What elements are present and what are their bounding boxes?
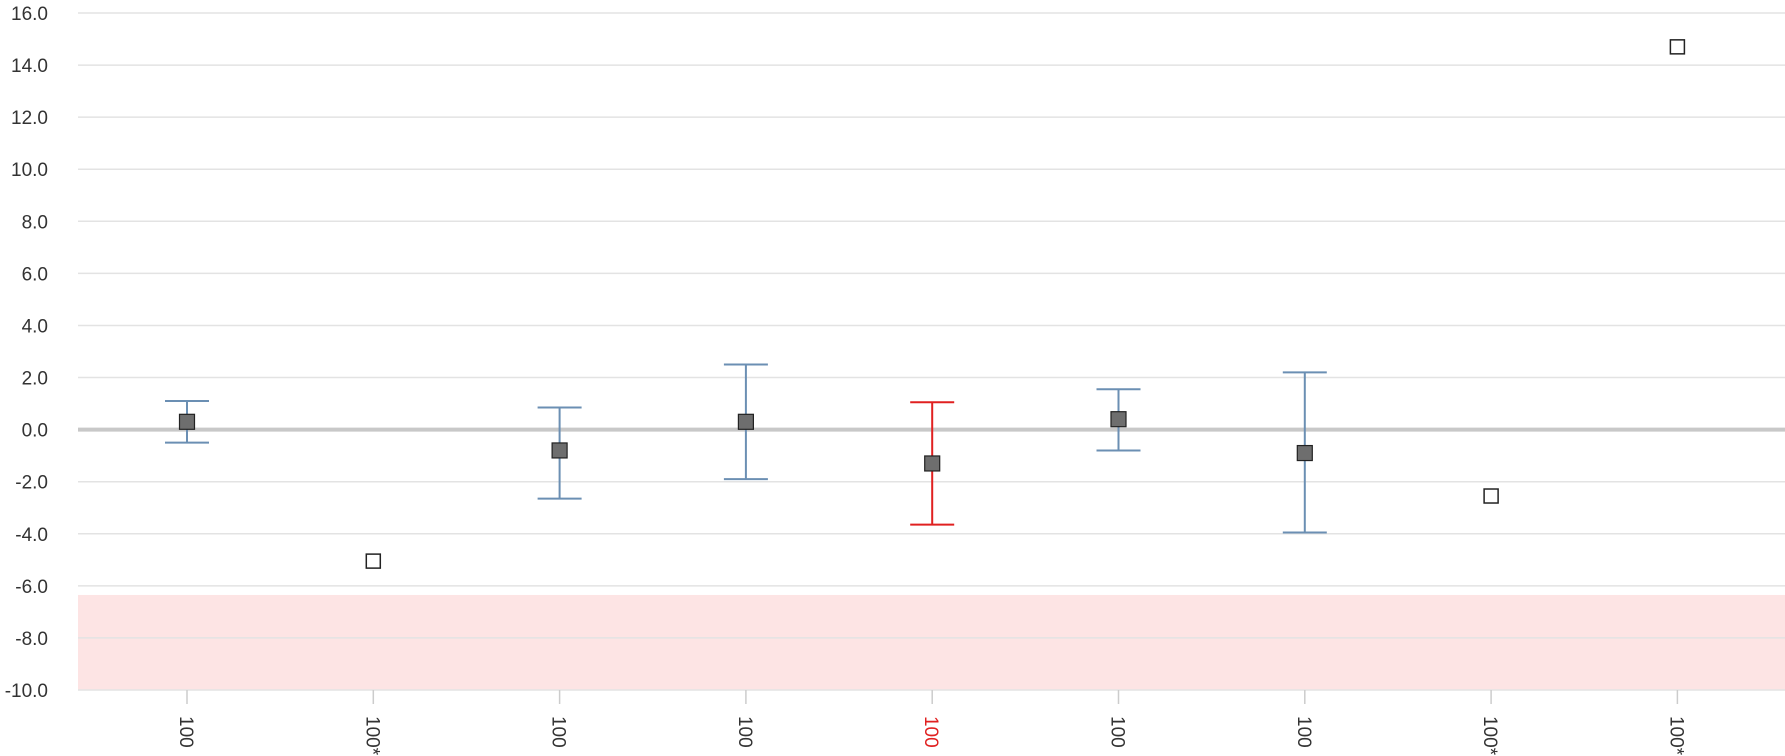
y-tick-label: 10.0: [11, 160, 48, 181]
x-tick-label: 100: [1107, 716, 1128, 748]
x-tick-label: 100: [734, 716, 755, 748]
y-tick-label: -6.0: [15, 577, 48, 598]
x-tick-label: 100*: [1665, 716, 1686, 756]
data-point: [1296, 444, 1313, 462]
data-point-open: [365, 553, 382, 569]
data-point: [178, 413, 196, 430]
y-tick-label: -4.0: [15, 525, 48, 546]
y-tick-label: 2.0: [22, 369, 48, 390]
data-point-open: [1669, 39, 1686, 55]
y-axis-ticks: -10.0 -8.0 -6.0 -4.0 -2.0 0.0 2.0 4.0 6.0 8.0 10.0…: [5, 4, 48, 702]
y-tick-label: 12.0: [11, 108, 48, 129]
x-tick-label: 100*: [361, 716, 382, 756]
y-tick-label: -2.0: [15, 473, 48, 494]
y-tick-label: 8.0: [22, 212, 48, 233]
shaded-band-layer: [78, 594, 1785, 690]
y-tick-label: 6.0: [22, 264, 48, 285]
x-tick-label: 100: [1293, 716, 1314, 748]
y-tick-label: 14.0: [11, 56, 48, 77]
data-point: [737, 413, 755, 430]
data-point: [551, 442, 568, 459]
y-tick-label: 0.0: [22, 421, 48, 442]
error-bars: [165, 363, 1327, 534]
markers: [178, 39, 1686, 569]
grid-layer: [78, 12, 1785, 691]
x-tick-label: 100: [175, 716, 196, 748]
data-point: [924, 455, 941, 472]
data-point: [1110, 411, 1127, 428]
x-axis-ticks: 100 100* 100 100 100 100 100 100* 100*: [175, 690, 1686, 756]
y-tick-label: 4.0: [22, 316, 48, 337]
x-tick-label: 100: [920, 716, 941, 748]
x-tick-label: 100: [548, 716, 569, 748]
y-tick-label: -8.0: [15, 629, 48, 650]
x-tick-label: 100*: [1479, 716, 1500, 756]
data-point-open: [1483, 488, 1499, 504]
y-tick-label: 16.0: [11, 4, 48, 25]
shaded-band: [78, 594, 1785, 690]
y-tick-label: -10.0: [5, 681, 48, 702]
